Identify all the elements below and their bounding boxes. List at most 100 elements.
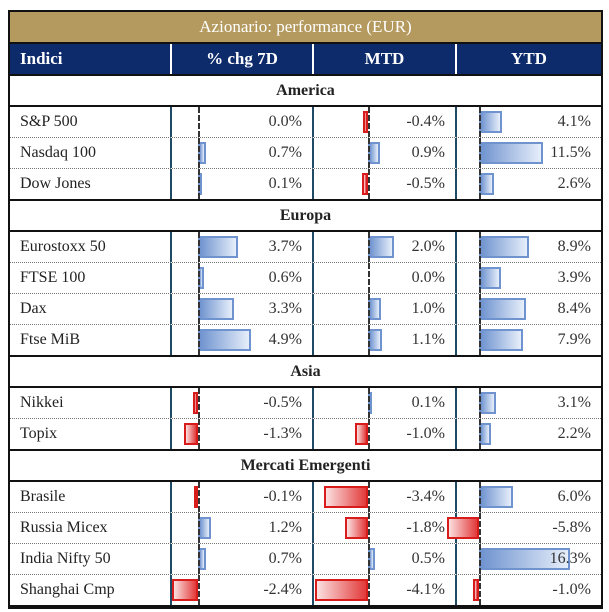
value-ytd: -1.0% [552,581,591,598]
value-ytd: 3.1% [557,394,591,411]
table-row: India Nifty 50 0.7% 0.5% 16.3% [10,544,601,575]
zero-axis [368,482,370,512]
cell-mtd: 0.0% [312,263,455,293]
zero-axis [368,575,370,605]
value-ytd: 8.4% [557,300,591,317]
bar-mtd [362,111,368,133]
header-ytd: YTD [455,44,601,74]
zero-axis [198,513,200,543]
zero-axis [479,388,481,418]
zero-axis [198,544,200,574]
bar-ytd [479,267,501,289]
zero-axis [368,513,370,543]
bar-mtd [314,579,368,601]
cell-ytd: 3.9% [455,263,601,293]
bar-d7 [192,392,198,414]
table-row: Topix -1.3% -1.0% 2.2% [10,419,601,451]
value-ytd: 11.5% [550,144,591,161]
bar-ytd [479,486,513,508]
value-ytd: 4.1% [557,113,591,130]
bar-mtd [344,517,368,539]
zero-axis [368,263,370,293]
value-d7: 3.7% [268,238,302,255]
index-name: Brasile [20,488,66,505]
cell-mtd: 2.0% [312,232,455,262]
value-d7: -2.4% [263,581,302,598]
bar-mtd [355,423,368,445]
zero-axis [368,294,370,324]
value-mtd: -4.1% [406,581,445,598]
cell-mtd: 1.0% [312,294,455,324]
cell-mtd: -0.4% [312,107,455,137]
zero-axis [198,263,200,293]
zero-axis [368,232,370,262]
zero-axis [479,263,481,293]
value-d7: 3.3% [268,300,302,317]
value-ytd: -5.8% [552,519,591,536]
table-row: Eurostoxx 50 3.7% 2.0% 8.9% [10,232,601,263]
zero-axis [368,419,370,449]
cell-ytd: 2.2% [455,419,601,449]
index-name: Nikkei [20,394,64,411]
zero-axis [479,544,481,574]
section-header: Asia [10,357,601,388]
cell-mtd: -4.1% [312,575,455,605]
table-row: Dow Jones 0.1% -0.5% 2.6% [10,169,601,201]
cell-ytd: -1.0% [455,575,601,605]
header-chg-7d: % chg 7D [170,44,312,74]
value-mtd: -0.4% [406,113,445,130]
value-mtd: -1.0% [406,425,445,442]
value-d7: 0.7% [268,550,302,567]
value-d7: 4.9% [268,331,302,348]
index-name: FTSE 100 [20,269,86,286]
table-row: Dax 3.3% 1.0% 8.4% [10,294,601,325]
zero-axis [368,138,370,168]
cell-d7: 3.7% [170,232,312,262]
value-ytd: 6.0% [557,488,591,505]
zero-axis [368,107,370,137]
zero-axis [479,325,481,355]
cell-mtd: 0.9% [312,138,455,168]
value-mtd: 0.5% [411,550,445,567]
zero-axis [198,325,200,355]
value-mtd: 1.0% [411,300,445,317]
zero-axis [479,138,481,168]
cell-mtd: -3.4% [312,482,455,512]
index-name: Topix [20,425,58,442]
zero-axis [479,169,481,199]
bar-ytd [479,298,527,320]
cell-d7: 3.3% [170,294,312,324]
zero-axis [479,575,481,605]
table-row: Nikkei -0.5% 0.1% 3.1% [10,388,601,419]
bar-ytd [479,329,524,351]
bar-d7 [198,329,251,351]
cell-d7: 0.7% [170,138,312,168]
value-d7: -0.5% [263,394,302,411]
cell-mtd: 0.1% [312,388,455,418]
value-ytd: 7.9% [557,331,591,348]
index-name: Russia Micex [20,519,108,536]
cell-d7: 1.2% [170,513,312,543]
value-d7: -1.3% [263,425,302,442]
table-row: Ftse MiB 4.9% 1.1% 7.9% [10,325,601,357]
cell-d7: 0.6% [170,263,312,293]
zero-axis [368,544,370,574]
cell-d7: 0.1% [170,169,312,199]
table-row: Brasile -0.1% -3.4% 6.0% [10,482,601,513]
value-ytd: 2.6% [557,175,591,192]
value-d7: 0.7% [268,144,302,161]
cell-ytd: 8.9% [455,232,601,262]
cell-ytd: 4.1% [455,107,601,137]
value-mtd: -3.4% [406,488,445,505]
zero-axis [198,482,200,512]
table-row: Shanghai Cmp -2.4% -4.1% -1.0% [10,575,601,607]
header-mtd: MTD [312,44,455,74]
cell-mtd: -1.8% [312,513,455,543]
cell-ytd: 6.0% [455,482,601,512]
cell-d7: -0.5% [170,388,312,418]
section-header: Europa [10,201,601,232]
bar-ytd [479,236,529,258]
zero-axis [479,232,481,262]
cell-ytd: 16.3% [455,544,601,574]
bar-ytd [479,111,502,133]
